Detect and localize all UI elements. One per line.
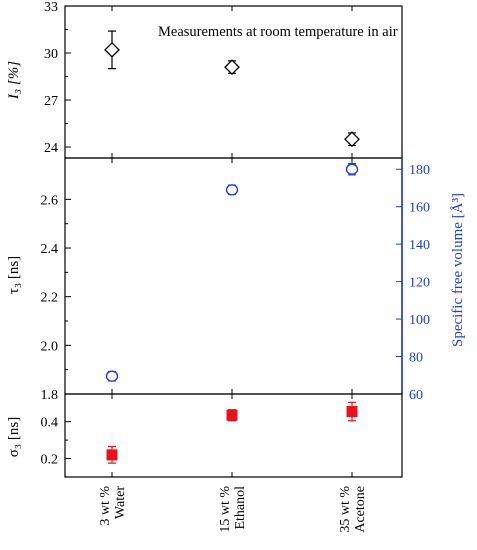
y-tick-label: 1.8: [41, 388, 59, 403]
y-tick-label: 2.0: [41, 339, 59, 354]
y-tick-label: 2.6: [41, 193, 59, 208]
data-point-tau3: [345, 163, 359, 175]
panel-frame-sigma3: [64, 393, 403, 478]
data-point-sigma3: [226, 409, 238, 421]
y-tick-label: 0.4: [41, 416, 59, 431]
data-point-sigma3: [106, 449, 118, 461]
x-category-label-line: 15 wt %: [218, 486, 233, 533]
y2-tick-label: 120: [409, 276, 430, 291]
data-point-I3: [224, 59, 240, 76]
ylabel-sigma3: σ₃ [ns]: [6, 417, 22, 457]
data-point-tau3: [105, 370, 119, 382]
data-point-sigma3: [346, 406, 358, 418]
y-tick-label: 24: [44, 141, 58, 156]
x-category-label-line: Water: [113, 486, 128, 519]
y2-tick-label: 80: [409, 351, 423, 366]
x-category-label-line: 3 wt %: [98, 486, 113, 526]
x-category-label-line: Acetone: [353, 486, 368, 533]
y-tick-label: 2.4: [41, 242, 59, 257]
ylabel-i3: I₃ [%]: [6, 61, 22, 100]
y2-tick-label: 180: [409, 163, 430, 178]
ylabel-tau3: τ₃ [ns]: [6, 256, 22, 294]
data-point-I3: [104, 41, 120, 58]
x-category-label-line: Ethanol: [233, 486, 248, 530]
y2-tick-label: 60: [409, 388, 423, 403]
data-point-I3: [344, 131, 360, 148]
y-tick-label: 2.2: [41, 291, 59, 306]
x-category-label: 35 wt %Acetone: [338, 486, 368, 533]
plot-area: 24 27 30 33 1.8 2.0 2.2 2.4 2.6 60 80 100 120 140 160 1…: [41, 0, 431, 533]
data-point-tau3: [225, 184, 239, 196]
y-tick-label: 33: [44, 0, 58, 15]
y2-tick-label: 160: [409, 201, 430, 216]
y-tick-label: 27: [44, 94, 58, 109]
y2-tick-label: 140: [409, 238, 430, 253]
y2-tick-label: 100: [409, 313, 430, 328]
y2label-free-volume: Specific free volume [Å³]: [450, 193, 466, 347]
x-category-label-line: 35 wt %: [338, 486, 353, 533]
x-category-label: 15 wt %Ethanol: [218, 486, 248, 533]
y-tick-label: 30: [44, 47, 58, 62]
y-tick-label: 0.2: [41, 453, 59, 468]
annotation: Measurements at room temperature in air: [158, 24, 398, 40]
x-category-label: 3 wt %Water: [98, 486, 128, 526]
